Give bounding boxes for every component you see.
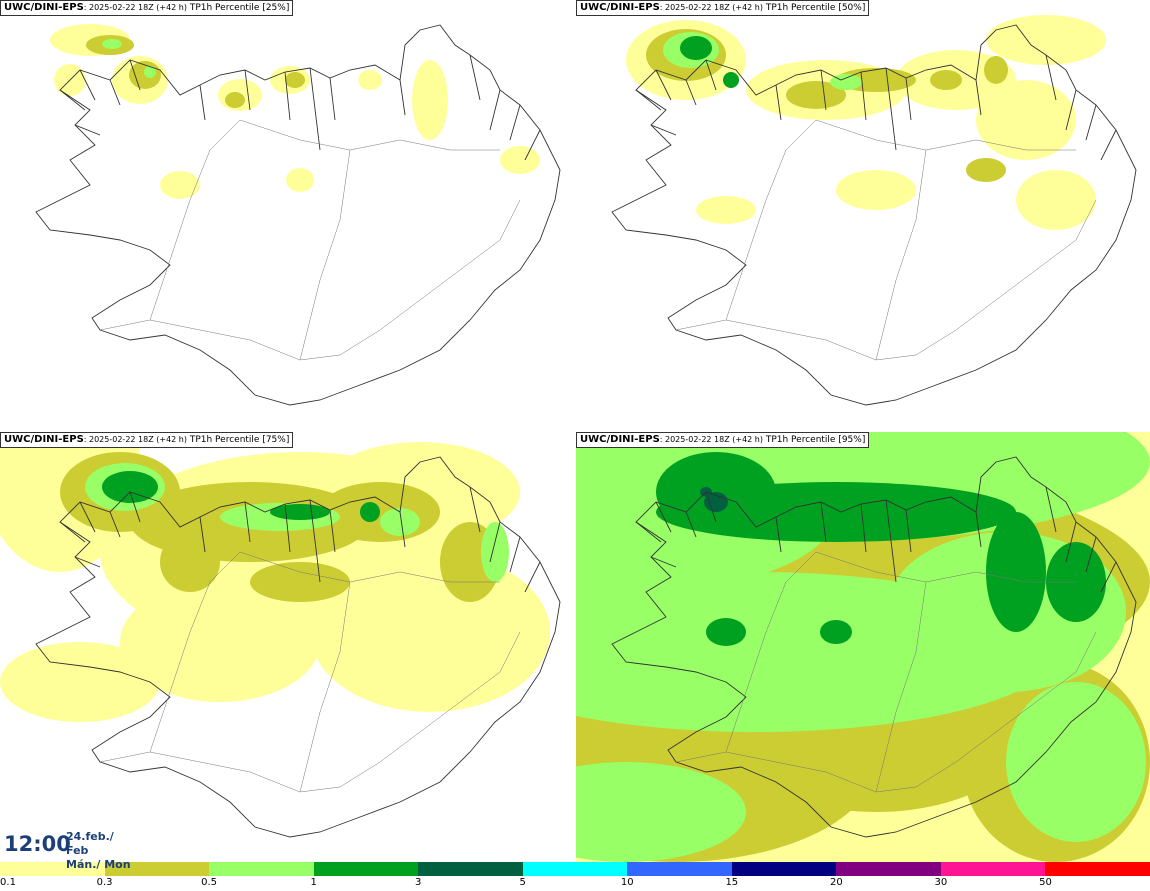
precip-area [723, 72, 739, 88]
colorbar-swatch [418, 862, 523, 876]
valid-date: 24.feb./ Feb [66, 830, 114, 857]
coastline [35, 456, 561, 838]
map-panel-p95: UWC/DINI-EPS: 2025-02-22 18Z (+42 h) TP1… [576, 432, 1150, 862]
colorbar-swatch [104, 862, 210, 876]
colorbar-label: 15 [725, 877, 739, 888]
roads [99, 119, 521, 361]
precip-area [250, 562, 350, 602]
colorbar-swatch [313, 862, 419, 876]
colorbar-label: 30 [934, 877, 948, 888]
precip-area [380, 508, 420, 536]
precip-area [225, 92, 245, 108]
precip-area [160, 532, 220, 592]
precip-field [626, 15, 1106, 230]
map-canvas [576, 432, 1150, 862]
coastline [35, 24, 561, 406]
map-panel-p50: UWC/DINI-EPS: 2025-02-22 18Z (+42 h) TP1… [576, 0, 1150, 430]
colorbar-label: 50 [1039, 877, 1052, 888]
valid-weekday: Mán./ Mon [66, 858, 131, 871]
precip-area [102, 39, 122, 49]
precip-field [0, 432, 550, 722]
colorbar-swatch [209, 862, 314, 876]
colorbar-label: 5 [519, 877, 526, 888]
precip-area [144, 66, 156, 78]
roads [99, 551, 521, 793]
precip-area [836, 170, 916, 210]
colorbar-swatch [0, 862, 105, 876]
precip-area [656, 482, 1016, 542]
precip-area [576, 762, 746, 862]
coastline [611, 24, 1137, 406]
precip-area [1006, 682, 1146, 842]
map-canvas [35, 24, 561, 406]
precip-area [102, 471, 158, 503]
precip-area [0, 642, 160, 722]
precip-colorbar: 0.1 0.3 0.5 1 3 5 10 15 20 30 50 [0, 862, 1150, 891]
colorbar-swatch [1045, 862, 1150, 876]
colorbar-label: 0.3 [96, 877, 113, 888]
panel-title: UWC/DINI-EPS: 2025-02-22 18Z (+42 h) TP1… [0, 432, 294, 448]
precip-area [986, 512, 1046, 632]
precip-area [984, 56, 1008, 84]
precip-area [986, 15, 1106, 65]
precip-area [1016, 170, 1096, 230]
precip-area [680, 36, 712, 60]
roads [675, 551, 1097, 793]
map-panel-p25: UWC/DINI-EPS: 2025-02-22 18Z (+42 h) TP1… [0, 0, 574, 430]
precip-area [412, 60, 448, 140]
precip-area [481, 522, 509, 582]
precip-area [358, 70, 382, 90]
colorbar-label: 20 [829, 877, 843, 888]
map-canvas [0, 432, 561, 838]
precip-field [50, 24, 540, 199]
valid-time: 12:00 [4, 832, 71, 856]
precip-area [820, 620, 852, 644]
map-panel-p75: UWC/DINI-EPS: 2025-02-22 18Z (+42 h) TP1… [0, 432, 574, 862]
map-canvas [611, 15, 1137, 406]
colorbar-swatch [836, 862, 941, 876]
precip-area [286, 168, 314, 192]
precip-area [966, 158, 1006, 182]
colorbar-swatch [627, 862, 732, 876]
precip-area [360, 502, 380, 522]
colorbar-swatch [731, 862, 837, 876]
valid-time-box: 12:00 24.feb./ Feb Mán./ Mon [0, 824, 140, 871]
precip-area [285, 72, 305, 88]
panel-title: UWC/DINI-EPS: 2025-02-22 18Z (+42 h) TP1… [576, 0, 870, 16]
colorbar-label: 1 [310, 877, 317, 888]
colorbar-label: 3 [414, 877, 422, 888]
precip-area [786, 81, 846, 109]
precip-area [930, 70, 962, 90]
precip-area [706, 618, 746, 646]
precip-area [976, 80, 1076, 160]
panel-title: UWC/DINI-EPS: 2025-02-22 18Z (+42 h) TP1… [576, 432, 870, 448]
roads [675, 119, 1097, 361]
precip-area [310, 552, 550, 712]
colorbar-label: 0.1 [0, 877, 16, 888]
coastline [611, 456, 1137, 838]
colorbar-label: 10 [620, 877, 634, 888]
precip-area [160, 171, 200, 199]
precip-field [576, 432, 1150, 862]
precip-area [120, 582, 320, 702]
precip-area [696, 196, 756, 224]
colorbar-label: 0.5 [201, 877, 218, 888]
colorbar-swatch [940, 862, 1046, 876]
panel-title: UWC/DINI-EPS: 2025-02-22 18Z (+42 h) TP1… [0, 0, 294, 16]
colorbar-swatch [522, 862, 628, 876]
precip-area [500, 146, 540, 174]
